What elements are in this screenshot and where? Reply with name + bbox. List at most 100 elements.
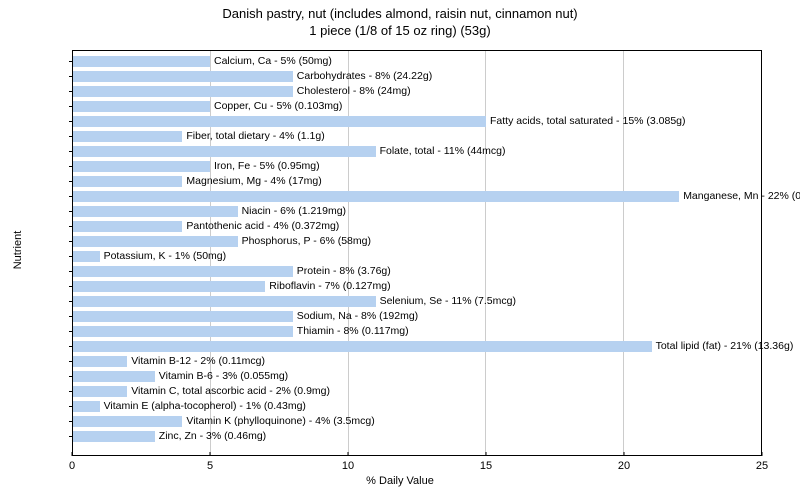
y-tick-mark bbox=[69, 406, 73, 407]
x-tick-mark bbox=[348, 452, 349, 456]
bar-label: Copper, Cu - 5% (0.103mg) bbox=[210, 100, 342, 112]
y-tick-mark bbox=[69, 91, 73, 92]
bar-row: Vitamin C, total ascorbic acid - 2% (0.9… bbox=[72, 386, 761, 398]
title-line2: 1 piece (1/8 of 15 oz ring) (53g) bbox=[0, 23, 800, 40]
y-tick-mark bbox=[69, 211, 73, 212]
x-tick-label: 20 bbox=[618, 460, 630, 472]
bar-row: Vitamin E (alpha-tocopherol) - 1% (0.43m… bbox=[72, 401, 761, 413]
bar-label: Thiamin - 8% (0.117mg) bbox=[293, 325, 409, 337]
bar-label: Fiber, total dietary - 4% (1.1g) bbox=[182, 130, 324, 142]
bar-label: Potassium, K - 1% (50mg) bbox=[100, 250, 227, 262]
bar bbox=[72, 251, 100, 263]
x-axis-label: % Daily Value bbox=[366, 475, 434, 487]
bar-row: Manganese, Mn - 22% (0.448mg) bbox=[72, 191, 761, 203]
plot: Calcium, Ca - 5% (50mg) Carbohydrates - 8… bbox=[72, 51, 761, 455]
y-tick-mark bbox=[69, 121, 73, 122]
bar-row: Pantothenic acid - 4% (0.372mg) bbox=[72, 221, 761, 233]
x-tick-mark bbox=[762, 452, 763, 456]
y-tick-mark bbox=[69, 181, 73, 182]
bar-label: Manganese, Mn - 22% (0.448mg) bbox=[679, 190, 800, 202]
y-tick-mark bbox=[69, 136, 73, 137]
y-tick-mark bbox=[69, 76, 73, 77]
bar bbox=[72, 266, 293, 278]
y-tick-mark bbox=[69, 316, 73, 317]
bar bbox=[72, 71, 293, 83]
bar-row: Calcium, Ca - 5% (50mg) bbox=[72, 56, 761, 68]
y-tick-mark bbox=[69, 256, 73, 257]
bar bbox=[72, 221, 182, 233]
chart-title: Danish pastry, nut (includes almond, rai… bbox=[0, 0, 800, 40]
bar bbox=[72, 296, 376, 308]
plot-area: Calcium, Ca - 5% (50mg) Carbohydrates - 8… bbox=[72, 50, 762, 455]
bar bbox=[72, 161, 210, 173]
bar-row: Total lipid (fat) - 21% (13.36g) bbox=[72, 341, 761, 353]
bar-label: Sodium, Na - 8% (192mg) bbox=[293, 310, 418, 322]
bar bbox=[72, 371, 155, 383]
bar-label: Vitamin C, total ascorbic acid - 2% (0.9… bbox=[127, 385, 330, 397]
y-tick-mark bbox=[69, 331, 73, 332]
bar-label: Vitamin K (phylloquinone) - 4% (3.5mcg) bbox=[182, 415, 374, 427]
y-tick-mark bbox=[69, 226, 73, 227]
bar bbox=[72, 401, 100, 413]
bar-label: Calcium, Ca - 5% (50mg) bbox=[210, 55, 332, 67]
bar-row: Vitamin K (phylloquinone) - 4% (3.5mcg) bbox=[72, 416, 761, 428]
bar-row: Niacin - 6% (1.219mg) bbox=[72, 206, 761, 218]
x-axis: 0510152025 bbox=[72, 455, 762, 456]
x-tick-label: 25 bbox=[756, 460, 768, 472]
bar bbox=[72, 131, 182, 143]
bar bbox=[72, 311, 293, 323]
bar-row: Iron, Fe - 5% (0.95mg) bbox=[72, 161, 761, 173]
bar-row: Phosphorus, P - 6% (58mg) bbox=[72, 236, 761, 248]
bar-label: Riboflavin - 7% (0.127mg) bbox=[265, 280, 390, 292]
bar-label: Carbohydrates - 8% (24.22g) bbox=[293, 70, 432, 82]
bar bbox=[72, 431, 155, 443]
bar-label: Vitamin E (alpha-tocopherol) - 1% (0.43m… bbox=[100, 400, 306, 412]
bar bbox=[72, 341, 652, 353]
bar-label: Niacin - 6% (1.219mg) bbox=[238, 205, 346, 217]
bar bbox=[72, 86, 293, 98]
bar bbox=[72, 386, 127, 398]
bar bbox=[72, 326, 293, 338]
bar-label: Total lipid (fat) - 21% (13.36g) bbox=[652, 340, 794, 352]
y-tick-mark bbox=[69, 166, 73, 167]
bar-row: Riboflavin - 7% (0.127mg) bbox=[72, 281, 761, 293]
y-tick-mark bbox=[69, 106, 73, 107]
bar bbox=[72, 281, 265, 293]
bar bbox=[72, 206, 238, 218]
x-tick-mark bbox=[486, 452, 487, 456]
bar bbox=[72, 236, 238, 248]
bar-label: Zinc, Zn - 3% (0.46mg) bbox=[155, 430, 266, 442]
bar-row: Potassium, K - 1% (50mg) bbox=[72, 251, 761, 263]
bar-label: Vitamin B-12 - 2% (0.11mcg) bbox=[127, 355, 265, 367]
bar-label: Magnesium, Mg - 4% (17mg) bbox=[182, 175, 321, 187]
bar bbox=[72, 56, 210, 68]
bar-row: Carbohydrates - 8% (24.22g) bbox=[72, 71, 761, 83]
bar-label: Fatty acids, total saturated - 15% (3.08… bbox=[486, 115, 686, 127]
y-tick-mark bbox=[69, 61, 73, 62]
y-tick-mark bbox=[69, 376, 73, 377]
x-tick-label: 5 bbox=[207, 460, 213, 472]
y-tick-mark bbox=[69, 346, 73, 347]
bar-label: Vitamin B-6 - 3% (0.055mg) bbox=[155, 370, 288, 382]
bar-label: Folate, total - 11% (44mcg) bbox=[376, 145, 506, 157]
bar-row: Fiber, total dietary - 4% (1.1g) bbox=[72, 131, 761, 143]
bar-row: Magnesium, Mg - 4% (17mg) bbox=[72, 176, 761, 188]
y-tick-mark bbox=[69, 421, 73, 422]
bar-row: Vitamin B-12 - 2% (0.11mcg) bbox=[72, 356, 761, 368]
bar-label: Phosphorus, P - 6% (58mg) bbox=[238, 235, 371, 247]
x-tick-mark bbox=[72, 452, 73, 456]
y-tick-mark bbox=[69, 361, 73, 362]
bar-label: Selenium, Se - 11% (7.5mcg) bbox=[376, 295, 516, 307]
y-tick-mark bbox=[69, 271, 73, 272]
y-tick-mark bbox=[69, 301, 73, 302]
bar-row: Selenium, Se - 11% (7.5mcg) bbox=[72, 296, 761, 308]
bar-row: Sodium, Na - 8% (192mg) bbox=[72, 311, 761, 323]
bar bbox=[72, 191, 679, 203]
bar-row: Protein - 8% (3.76g) bbox=[72, 266, 761, 278]
bar bbox=[72, 101, 210, 113]
title-line1: Danish pastry, nut (includes almond, rai… bbox=[0, 6, 800, 23]
bar-label: Iron, Fe - 5% (0.95mg) bbox=[210, 160, 320, 172]
bar bbox=[72, 416, 182, 428]
bar-row: Fatty acids, total saturated - 15% (3.08… bbox=[72, 116, 761, 128]
y-axis-label: Nutrient bbox=[12, 231, 24, 270]
